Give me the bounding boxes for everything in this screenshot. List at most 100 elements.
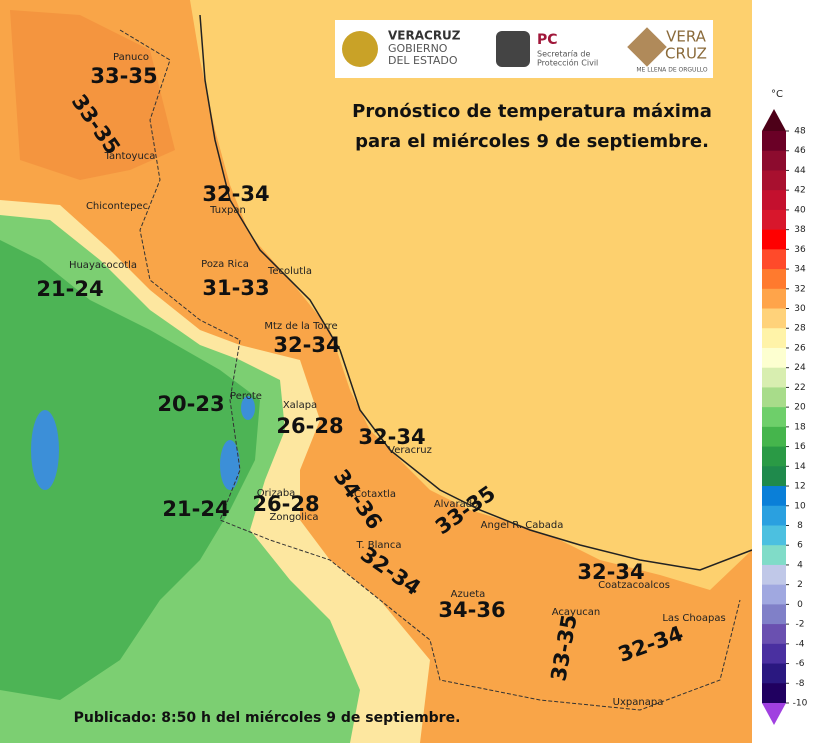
- city-label: Alvarado: [434, 499, 478, 510]
- city-label: Uxpanapa: [613, 697, 664, 708]
- logo-emblem: [496, 31, 530, 67]
- color-swatch: [762, 150, 786, 171]
- colorbar-tick-label: 46: [794, 146, 806, 156]
- city-label: Huayacocotla: [69, 260, 137, 271]
- city-label: Tantoyuca: [104, 151, 156, 162]
- title: para el miércoles 9 de septiembre.: [355, 131, 709, 152]
- city-label: Chicontepec: [86, 201, 148, 212]
- temperature-range: 32-34: [577, 560, 644, 584]
- coastline: [199, 14, 753, 571]
- colorbar-tick-label: 38: [794, 225, 806, 235]
- city-label: Coatzacoalcos: [598, 580, 670, 591]
- color-swatch: [762, 308, 786, 329]
- color-swatch: [762, 643, 786, 665]
- city-label: Las Choapas: [662, 613, 725, 624]
- city-label: Azueta: [451, 589, 486, 600]
- city-label: Perote: [230, 391, 262, 402]
- color-swatch: [762, 426, 786, 448]
- city-label: Mtz de la Torre: [264, 321, 337, 332]
- color-swatch: [762, 505, 786, 526]
- logo-text: CRUZ: [665, 45, 707, 63]
- colorbar-tick-label: 44: [794, 166, 806, 176]
- city-label: T. Blanca: [355, 540, 401, 551]
- colorbar-tick-label: 0: [797, 600, 803, 610]
- colorbar-tick-label: 4: [797, 560, 803, 570]
- temperature-range: 21-24: [162, 497, 229, 521]
- color-swatch: [762, 387, 786, 408]
- temperature-range: 21-24: [36, 277, 103, 301]
- colorbar-extend: [762, 703, 786, 725]
- temperature-range: 20-23: [157, 392, 224, 416]
- color-swatch: [762, 170, 786, 191]
- colorbar-tick-label: 40: [794, 205, 806, 215]
- temperature-range: 31-33: [202, 276, 269, 300]
- color-swatch: [762, 131, 786, 152]
- color-swatch: [762, 328, 786, 349]
- colorbar-tick-label: -10: [793, 699, 808, 709]
- cold-spot: [31, 410, 59, 490]
- colorbar-tick-label: 14: [794, 462, 806, 472]
- temperature-range: 32-34: [273, 333, 340, 357]
- colorbar-extend: [762, 109, 786, 131]
- colorbar-tick-label: 18: [794, 422, 806, 432]
- colorbar-tick-label: -8: [796, 679, 805, 689]
- logo-emblem: [627, 27, 667, 67]
- city-label: Orizaba: [257, 488, 296, 499]
- color-swatch: [762, 663, 786, 684]
- color-swatch: [762, 209, 786, 231]
- logo-emblem: [342, 31, 378, 67]
- temperature-range: 33-35: [90, 64, 157, 88]
- colorbar-tick-label: -6: [796, 659, 805, 669]
- colorbar-tick-label: 48: [794, 127, 806, 137]
- city-label: Acayucan: [552, 607, 601, 618]
- colorbar-tick-label: 8: [797, 521, 803, 531]
- color-swatch: [762, 466, 786, 487]
- logo-text: GOBIERNO: [388, 42, 448, 55]
- colorbar-tick-label: -2: [796, 620, 805, 630]
- title: Pronóstico de temperatura máxima: [352, 101, 712, 122]
- color-swatch: [762, 564, 786, 586]
- color-swatch: [762, 269, 786, 290]
- colorbar-tick-label: 32: [794, 284, 805, 294]
- colorbar-tick-label: 2: [797, 580, 803, 590]
- colorbar-tick-label: -4: [796, 639, 805, 649]
- color-swatch: [762, 683, 786, 704]
- colorbar-tick-label: 22: [794, 383, 805, 393]
- colorbar-tick-label: 20: [794, 403, 806, 413]
- city-label: Angel R. Cabada: [481, 520, 564, 531]
- temperature-range: 26-28: [252, 492, 319, 516]
- logo-text: Protección Civil: [537, 58, 598, 68]
- colorbar-tick-label: 36: [794, 245, 806, 255]
- cold-spot: [241, 396, 255, 420]
- city-label: Veracruz: [388, 445, 432, 456]
- color-swatch: [762, 525, 786, 546]
- colorbar-tick-label: 6: [797, 541, 803, 551]
- color-swatch: [762, 486, 786, 507]
- logo-text: Secretaría de: [537, 50, 591, 59]
- colorbar-tick-label: 34: [794, 265, 806, 275]
- temperature-range: 26-28: [276, 414, 343, 438]
- city-label: Xalapa: [283, 400, 317, 411]
- color-swatch: [762, 624, 786, 645]
- color-swatch: [762, 545, 786, 566]
- logo-text: VERA: [666, 28, 707, 46]
- color-swatch: [762, 367, 786, 388]
- colorbar-tick-label: 10: [794, 501, 806, 511]
- color-swatch: [762, 446, 786, 467]
- temperature-range: 32-34: [202, 182, 269, 206]
- temperature-range: 34-36: [438, 598, 505, 622]
- temperature-range: 32-34: [358, 425, 425, 449]
- city-label: Tecolutla: [267, 266, 312, 277]
- published: Publicado: 8:50 h del miércoles 9 de sep…: [74, 710, 461, 726]
- colorbar-tick-label: 24: [794, 363, 806, 373]
- hot-zone: [10, 10, 175, 180]
- colorbar-tick-label: 26: [794, 343, 806, 353]
- city-label: Tuxpan: [209, 205, 246, 216]
- colorbar-tick-label: 12: [794, 482, 805, 492]
- color-swatch: [762, 229, 786, 250]
- city-label: Poza Rica: [201, 259, 249, 270]
- colorbar-tick-label: 16: [794, 442, 806, 452]
- color-swatch: [762, 584, 786, 605]
- colorbar-tick-label: 42: [794, 186, 805, 196]
- city-label: Panuco: [113, 52, 149, 63]
